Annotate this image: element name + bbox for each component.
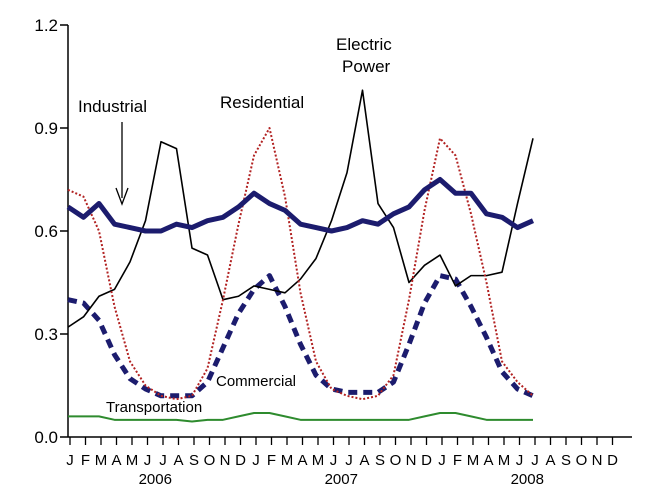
x-tick-label: M bbox=[281, 452, 294, 469]
series-line-commercial bbox=[67, 273, 535, 399]
x-tick-label: A bbox=[111, 452, 121, 469]
x-tick-label: J bbox=[531, 452, 539, 469]
x-tick-label: D bbox=[235, 452, 246, 469]
x-tick-label: A bbox=[173, 452, 183, 469]
residential-label: Residential bbox=[220, 93, 304, 112]
transportation-label: Transportation bbox=[106, 399, 202, 416]
x-tick-label: A bbox=[359, 452, 369, 469]
x-tick-label: D bbox=[421, 452, 432, 469]
electric-power-label-line1: Electric bbox=[336, 35, 392, 54]
industrial-arrow-head bbox=[115, 187, 129, 206]
x-tick-label: J bbox=[345, 452, 353, 469]
x-tick-label: A bbox=[483, 452, 493, 469]
x-tick-label: S bbox=[375, 452, 385, 469]
series-line-electric-power bbox=[67, 89, 534, 328]
y-tick-label: 0.0 bbox=[34, 428, 58, 447]
x-tick-label: M bbox=[467, 452, 480, 469]
x-tick-label: J bbox=[438, 452, 446, 469]
electric-power-label-line2: Power bbox=[342, 57, 391, 76]
x-tick-label: J bbox=[66, 452, 74, 469]
year-label: 2007 bbox=[325, 471, 358, 488]
series-line-industrial bbox=[66, 177, 535, 234]
x-tick-label: F bbox=[267, 452, 276, 469]
x-tick-label: M bbox=[95, 452, 108, 469]
y-tick-label: 1.2 bbox=[34, 16, 58, 35]
x-tick-label: N bbox=[406, 452, 417, 469]
x-tick-label: J bbox=[330, 452, 338, 469]
y-tick-label: 0.9 bbox=[34, 119, 58, 138]
x-tick-label: J bbox=[252, 452, 260, 469]
series-line-transportation bbox=[68, 411, 533, 423]
x-tick-label: F bbox=[81, 452, 90, 469]
x-tick-label: O bbox=[390, 452, 402, 469]
x-tick-label: O bbox=[204, 452, 216, 469]
series-line-residential bbox=[67, 127, 534, 401]
x-tick-label: J bbox=[144, 452, 152, 469]
x-tick-label: A bbox=[545, 452, 555, 469]
x-axis-ticks: J F M A M J J A S O N D J F M A M J J A S O N D J F M A M J J A S O N D2006… bbox=[66, 437, 618, 488]
series-layer bbox=[66, 89, 535, 423]
year-label: 2008 bbox=[511, 471, 544, 488]
x-tick-label: M bbox=[312, 452, 325, 469]
x-tick-label: F bbox=[453, 452, 462, 469]
y-tick-label: 0.6 bbox=[34, 222, 58, 241]
x-tick-label: J bbox=[159, 452, 167, 469]
x-tick-label: O bbox=[576, 452, 588, 469]
x-tick-label: M bbox=[498, 452, 511, 469]
x-tick-label: N bbox=[220, 452, 231, 469]
commercial-label: Commercial bbox=[216, 373, 296, 390]
year-label: 2006 bbox=[139, 471, 172, 488]
x-tick-label: S bbox=[189, 452, 199, 469]
x-tick-label: J bbox=[516, 452, 524, 469]
x-tick-label: M bbox=[126, 452, 139, 469]
y-tick-label: 0.3 bbox=[34, 325, 58, 344]
x-tick-label: A bbox=[297, 452, 307, 469]
industrial-label: Industrial bbox=[78, 97, 147, 116]
x-tick-label: S bbox=[561, 452, 571, 469]
y-axis-ticks: 0.0 0.3 0.6 0.9 1.2 bbox=[34, 16, 68, 447]
x-tick-label: D bbox=[607, 452, 618, 469]
x-tick-label: N bbox=[592, 452, 603, 469]
